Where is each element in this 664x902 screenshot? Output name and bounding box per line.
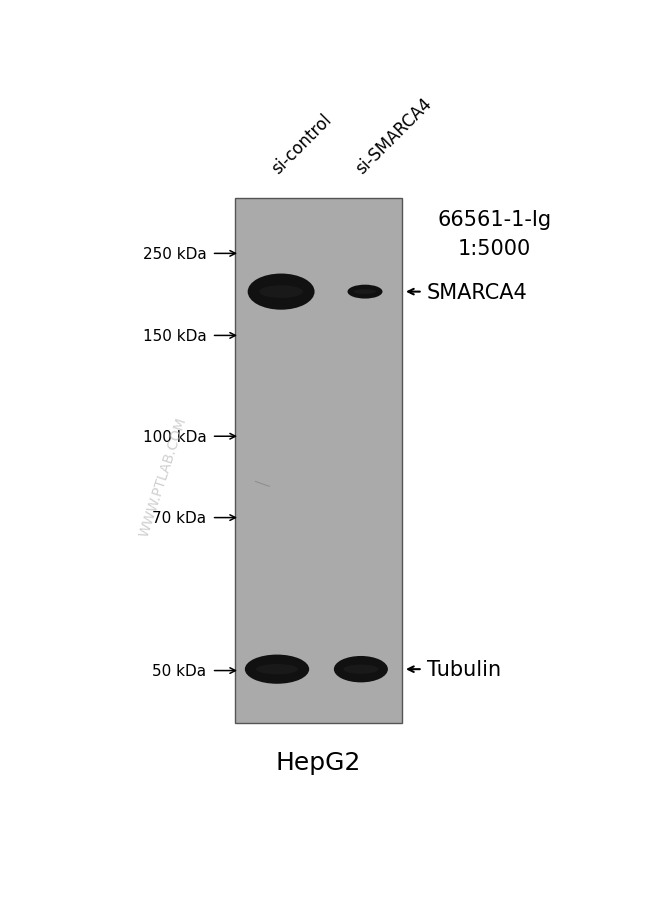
Ellipse shape (347, 285, 382, 299)
Text: si-SMARCA4: si-SMARCA4 (353, 95, 436, 178)
Bar (235, 198, 402, 723)
Text: si-control: si-control (268, 111, 335, 178)
Text: 1:5000: 1:5000 (458, 238, 531, 259)
Text: 150 kDa: 150 kDa (143, 328, 207, 344)
Text: Tubulin: Tubulin (427, 659, 501, 679)
Text: 100 kDa: 100 kDa (143, 429, 207, 445)
Ellipse shape (354, 290, 376, 295)
Ellipse shape (334, 657, 388, 683)
Ellipse shape (245, 655, 309, 684)
Ellipse shape (256, 665, 298, 675)
Ellipse shape (248, 274, 315, 310)
Text: 250 kDa: 250 kDa (143, 246, 207, 262)
Text: HepG2: HepG2 (276, 750, 361, 775)
Text: 50 kDa: 50 kDa (152, 663, 207, 678)
Text: 70 kDa: 70 kDa (152, 511, 207, 526)
Text: 66561-1-Ig: 66561-1-Ig (438, 209, 552, 229)
Text: WWW.PTLAB.COM: WWW.PTLAB.COM (137, 415, 189, 538)
Ellipse shape (260, 286, 303, 299)
Text: SMARCA4: SMARCA4 (427, 282, 527, 302)
Ellipse shape (343, 665, 378, 674)
